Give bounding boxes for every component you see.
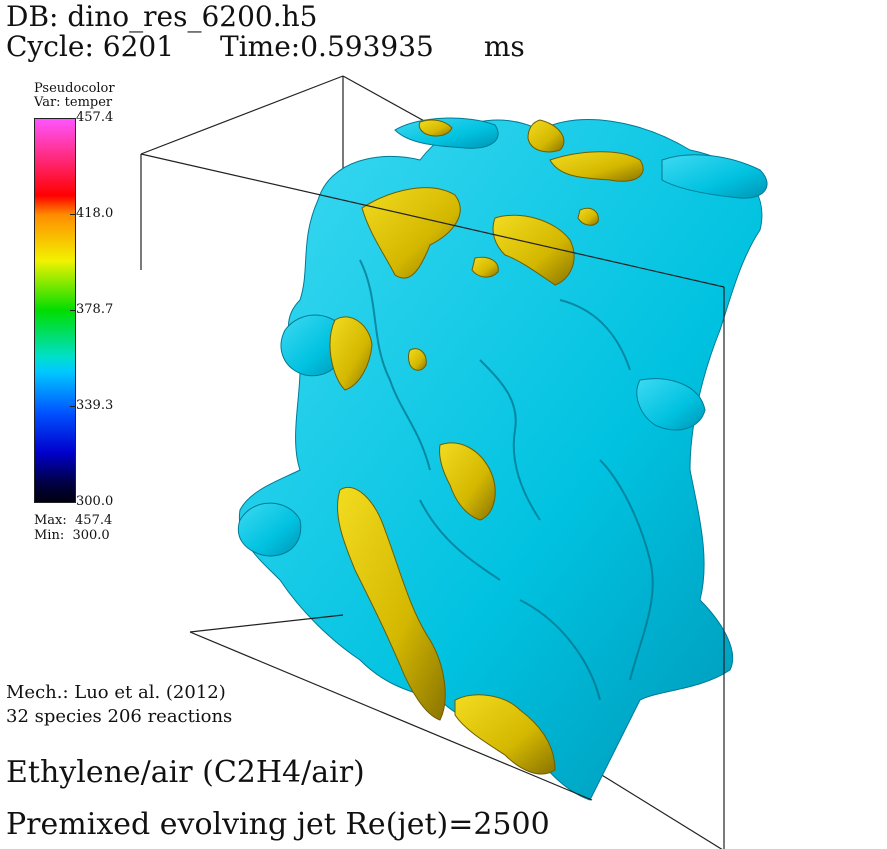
mechanism-caption: Mech.: Luo et al. (2012): [6, 682, 226, 703]
legend-title: Pseudocolor: [34, 81, 115, 96]
cycle-label: Cycle: 6201: [6, 30, 175, 63]
database-label: DB: dino_res_6200.h5: [6, 0, 318, 33]
fuel-caption: Ethylene/air (C2H4/air): [6, 755, 365, 790]
colorbar-tick: 339.3: [69, 398, 114, 413]
bounding-box-front: [140, 75, 725, 849]
legend-min: Min: 300.0: [34, 528, 110, 543]
jet-caption: Premixed evolving jet Re(jet)=2500: [6, 807, 550, 842]
colorbar-tick: 378.7: [69, 302, 114, 317]
time-unit-label: ms: [483, 30, 525, 63]
colorbar-tick: 418.0: [69, 206, 114, 221]
colorbar-tick: 457.4: [69, 110, 114, 125]
cool-isosurface-folds: [359, 259, 654, 701]
time-label: Time:0.593935: [220, 30, 434, 63]
colorbar: [34, 118, 76, 503]
cycle-time-label: Cycle: 6201 Time:0.593935 ms: [6, 32, 525, 62]
hot-isosurface: [329, 119, 644, 775]
colorbar-tick: 300.0: [69, 494, 114, 509]
legend-max: Max: 457.4: [34, 513, 113, 528]
legend-variable: Var: temper: [34, 95, 113, 110]
species-caption: 32 species 206 reactions: [6, 706, 233, 727]
